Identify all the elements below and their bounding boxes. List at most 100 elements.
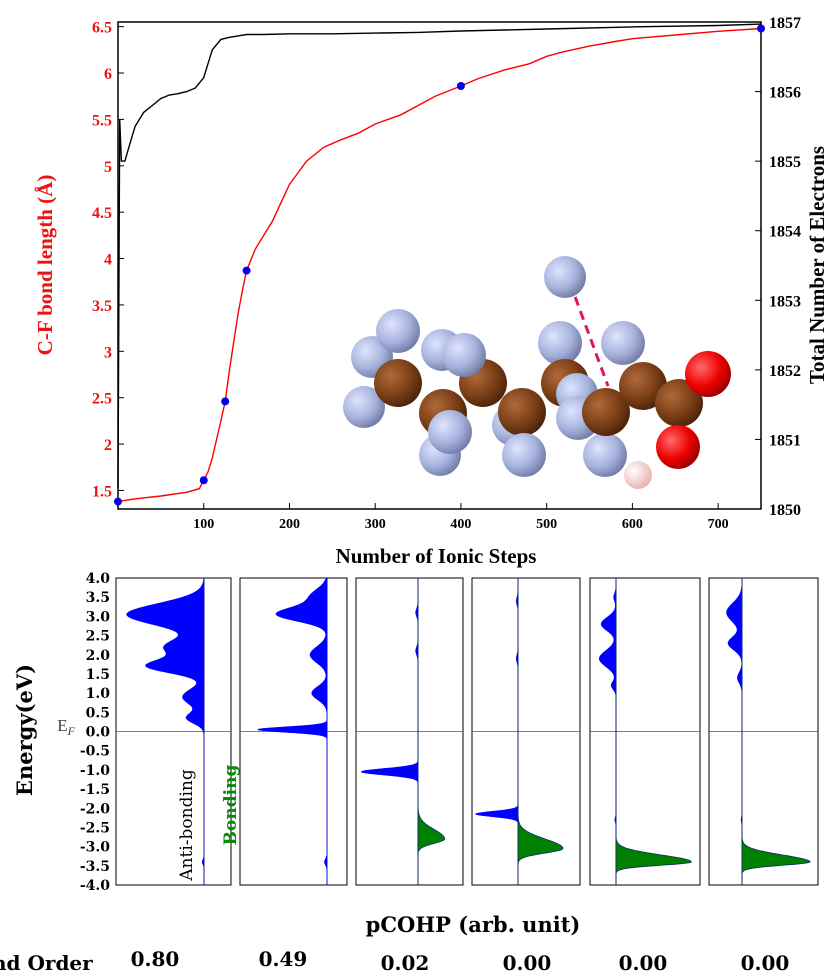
y-tick-label: 3 [104, 344, 112, 361]
bond-order-value: 0.02 [381, 951, 430, 974]
carbon-atom [655, 379, 703, 427]
top-plot-frame [117, 21, 762, 510]
carbon-atom [374, 359, 422, 407]
x-tick-label: 300 [365, 517, 386, 532]
carbon-atom [582, 388, 630, 436]
y2-tick-label: 1851 [769, 432, 801, 449]
molecule-illustration [343, 256, 731, 489]
y-tick-label: 1.5 [92, 483, 112, 500]
fluorine-atom [538, 321, 582, 365]
fluorine-atom [601, 321, 645, 365]
bonding-area [517, 578, 564, 885]
pcohp-panel-2 [239, 577, 348, 886]
y2-tick-label: 1852 [769, 363, 801, 380]
energy-tick-label: 1.5 [86, 667, 110, 683]
energy-tick-label: -2.0 [80, 801, 110, 817]
x-tick-label: 400 [450, 517, 471, 532]
pcohp-x-axis-label: pCOHP (arb. unit) [366, 912, 581, 937]
x-tick-label: 100 [193, 517, 214, 532]
pcohp-panel-3 [355, 577, 464, 886]
bond-length-line [117, 27, 762, 503]
bond-order-value: 0.00 [741, 951, 790, 974]
y-tick-label: 6.5 [92, 20, 112, 37]
snapshot-marker [114, 497, 122, 506]
bond-order-value: 0.00 [619, 951, 668, 974]
snapshot-marker [199, 476, 208, 485]
snapshot-marker [757, 24, 765, 33]
bonding-area [417, 578, 446, 885]
carbon-atom [619, 362, 667, 410]
energy-tick-label: -0.5 [80, 744, 110, 760]
bond-order-value: 0.00 [503, 951, 552, 974]
pcohp-panel-6 [708, 577, 819, 886]
antibonding-area [126, 577, 205, 885]
fluorine-atom [343, 386, 385, 428]
y-tick-label: 2.5 [92, 391, 112, 408]
antibonding-area [257, 577, 328, 885]
y-tick-label: 4.5 [92, 205, 112, 222]
bonding-label: Bonding [221, 765, 241, 846]
energy-tick-label: 2.0 [86, 648, 111, 664]
y2-tick-label: 1853 [769, 293, 801, 310]
energy-tick-label: 3.0 [86, 609, 111, 625]
fermi-level-label: EF [57, 716, 75, 738]
y-tick-label: 5 [104, 159, 112, 176]
snapshot-marker [456, 82, 465, 91]
fluorine-atom [583, 433, 627, 477]
energy-tick-label: -3.5 [80, 859, 110, 875]
y-tick-label: 6 [104, 66, 112, 83]
energy-tick-label: 3.5 [86, 590, 110, 606]
energy-tick-label: 1.0 [86, 686, 111, 702]
bonding-area [615, 578, 692, 885]
snapshot-marker [221, 397, 230, 406]
y-tick-label: 3.5 [92, 298, 112, 315]
y-tick-label: 2 [104, 437, 112, 454]
x-tick-label: 200 [279, 517, 300, 532]
energy-tick-label: -1.5 [80, 782, 110, 798]
bond-length-electron-chart: 100 200 300 400 500 600 700 1.5 2 2.5 3 3.5 4 4.5 5 5.… [33, 15, 829, 568]
oxygen-atom [685, 351, 731, 397]
oxygen-atom [656, 425, 700, 469]
pcohp-panel-5 [589, 577, 701, 886]
broken-bond-line [568, 282, 610, 387]
energy-tick-label: 0.0 [86, 725, 111, 741]
y2-tick-label: 1857 [769, 15, 801, 32]
fluorine-atom [544, 256, 586, 298]
y2-tick-label: 1850 [769, 502, 801, 519]
energy-tick-label: -2.5 [80, 820, 110, 836]
top-y2-axis-label: Total Number of Electrons [805, 146, 829, 384]
pcohp-y-axis-label: Energy(eV) [12, 664, 37, 796]
y2-tick-label: 1854 [769, 224, 801, 241]
fluorine-atom [376, 309, 420, 353]
antibonding-label: Anti-bonding [177, 769, 197, 882]
energy-tick-label: 0.5 [86, 705, 110, 721]
y-tick-label: 4 [104, 252, 112, 269]
electron-count-line [117, 23, 762, 489]
x-tick-label: 700 [708, 517, 729, 532]
pcohp-panel-1 [115, 577, 232, 886]
pcohp-chart: 4.0 3.5 3.0 2.5 2.0 1.5 1.0 0.5 0.0 -0.5 -1.0 -1.5 -… [0, 571, 819, 974]
energy-tick-label: -1.0 [80, 763, 110, 779]
y2-tick-label: 1856 [769, 85, 801, 102]
snapshot-marker [242, 266, 251, 275]
hydrogen-atom [624, 461, 652, 489]
x-tick-label: 500 [536, 517, 557, 532]
bond-order-value: 0.80 [131, 947, 180, 971]
bonding-area [741, 578, 811, 885]
energy-tick-label: -4.0 [80, 878, 110, 894]
top-y-axis-label: C-F bond length (Å) [33, 175, 57, 356]
energy-tick-label: -3.0 [80, 840, 110, 856]
bond-order-label: nd Order [0, 951, 93, 974]
fluorine-atom [442, 333, 486, 377]
fluorine-atom [502, 433, 546, 477]
top-x-axis-label: Number of Ionic Steps [336, 544, 537, 568]
y2-tick-label: 1855 [769, 154, 801, 171]
energy-tick-label: 4.0 [86, 571, 111, 587]
x-tick-label: 600 [622, 517, 643, 532]
bond-order-value: 0.49 [259, 947, 308, 971]
carbon-atom [498, 388, 546, 436]
pcohp-panel-4 [471, 577, 581, 886]
fluorine-atom [428, 410, 472, 454]
energy-tick-label: 2.5 [86, 629, 110, 645]
